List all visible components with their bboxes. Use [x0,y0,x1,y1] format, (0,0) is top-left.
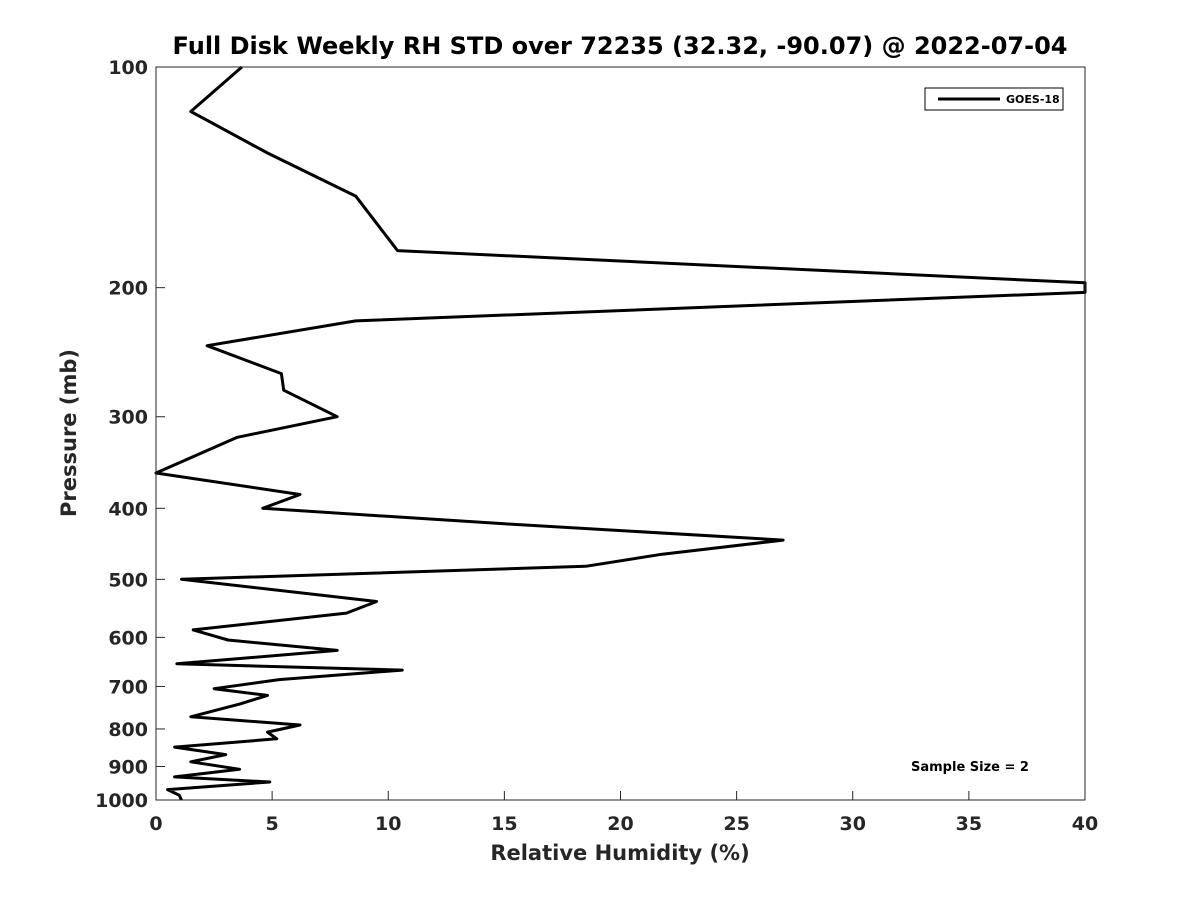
x-axis-label: Relative Humidity (%) [490,841,749,865]
x-tick-label: 40 [1072,813,1098,835]
x-tick-label: 5 [266,813,279,835]
x-axis-ticks: 0 5 10 15 20 25 30 35 40 [149,791,1098,835]
y-tick-label: 900 [108,756,148,778]
y-tick-label: 1000 [95,790,148,812]
y-tick-label: 500 [108,569,148,591]
y-tick-label: 600 [108,627,148,649]
y-tick-label: 400 [108,498,148,520]
x-tick-label: 25 [723,813,749,835]
y-tick-label: 300 [108,407,148,429]
x-tick-label: 30 [840,813,866,835]
y-tick-label: 200 [108,278,148,300]
y-tick-label: 800 [108,719,148,741]
plot-frame [155,66,1086,801]
x-tick-label: 10 [375,813,401,835]
series-line-goes-18 [154,65,1087,801]
x-tick-label: 0 [149,813,162,835]
legend-label-goes-18: GOES-18 [1006,93,1060,106]
x-tick-label: 15 [491,813,517,835]
y-tick-label: 700 [108,676,148,698]
series-layer [154,65,1087,801]
y-axis-ticks: 100 200 300 400 500 600 700 800 900 1000 [95,57,165,812]
x-tick-label: 20 [607,813,633,835]
y-axis-label: Pressure (mb) [57,349,81,517]
legend: GOES-18 [924,87,1064,111]
y-tick-label: 100 [108,57,148,79]
sample-size-annotation: Sample Size = 2 [911,760,1029,775]
chart-title: Full Disk Weekly RH STD over 72235 (32.3… [173,32,1068,60]
x-tick-label: 35 [956,813,982,835]
